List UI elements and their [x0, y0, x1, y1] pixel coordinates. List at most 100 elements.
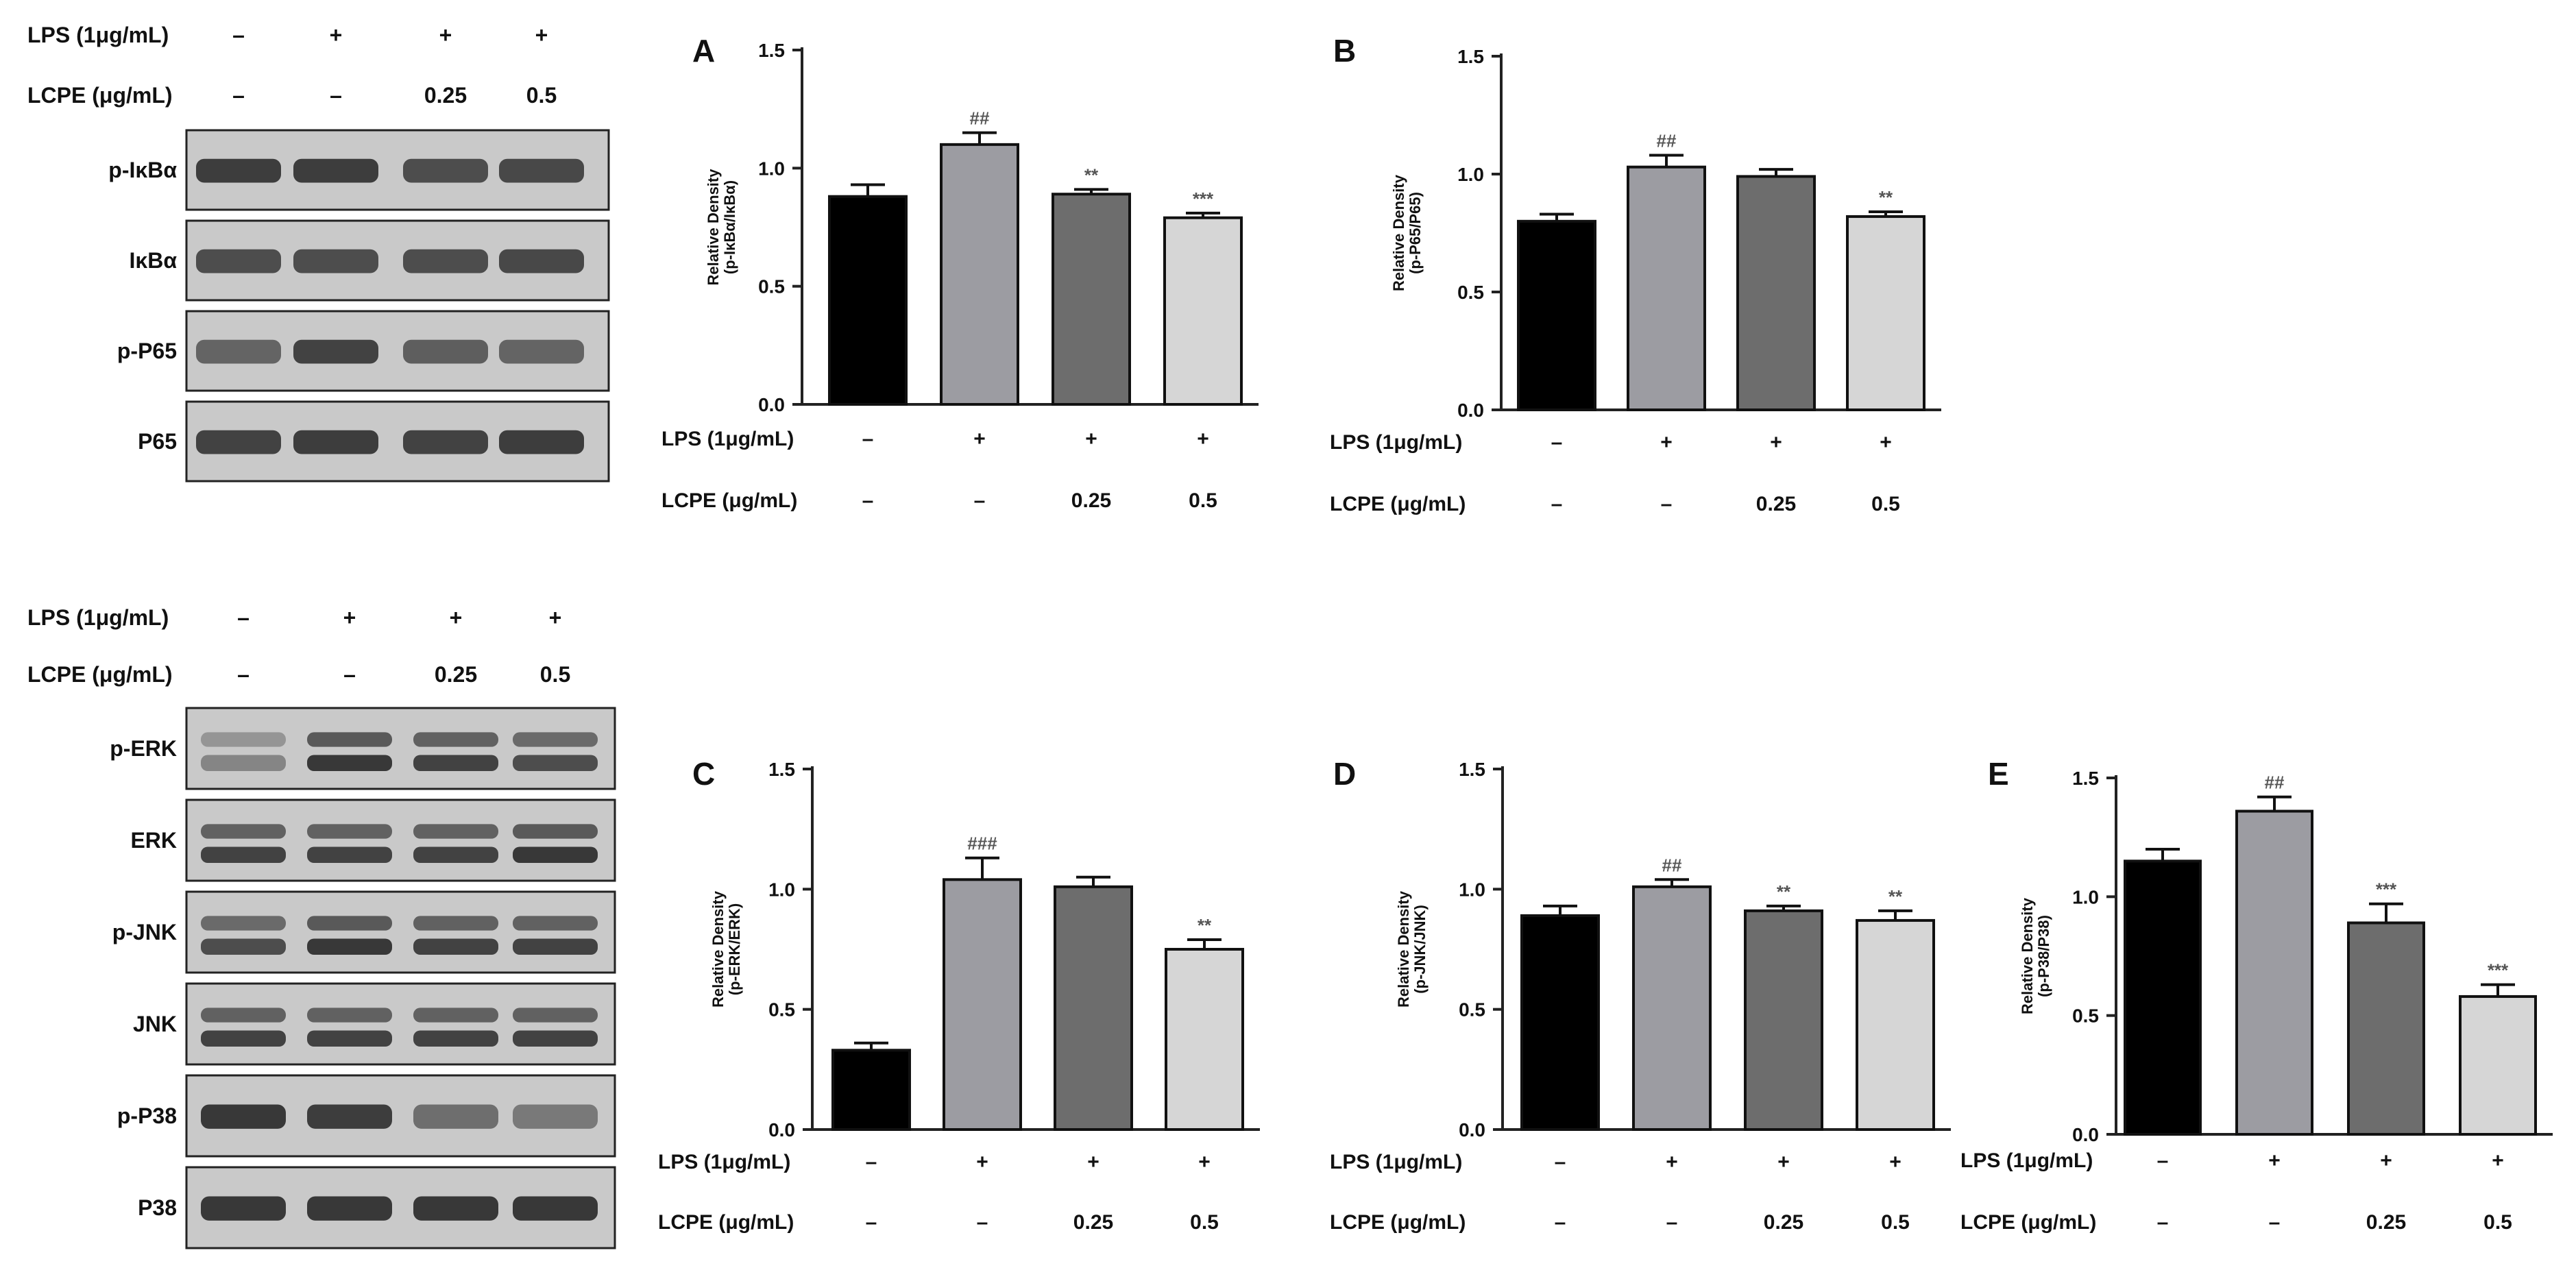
blot-top-band-row: p-P65	[117, 310, 610, 392]
blot-bottom-band-row: JNK	[133, 982, 616, 1066]
y-tick-label: 0.5	[758, 276, 785, 297]
bar	[831, 1049, 911, 1132]
bar	[1052, 193, 1131, 406]
band-label: p-ERK	[110, 736, 177, 761]
band-label: p-JNK	[112, 920, 177, 944]
blot-band	[201, 1104, 286, 1129]
y-tick-label: 1.5	[2072, 768, 2099, 789]
panel-letter: E	[1988, 756, 2009, 792]
lcpe-value: 0.5	[1189, 489, 1217, 512]
significance-label: **	[1777, 881, 1791, 902]
y-tick-label: 1.5	[768, 759, 795, 780]
blot-band	[201, 1196, 286, 1221]
bar	[1054, 885, 1133, 1131]
blot-band	[293, 339, 378, 364]
lcpe-label: LCPE (μg/mL)	[661, 489, 797, 512]
significance-label: ##	[970, 108, 990, 129]
lcpe-value: –	[2269, 1211, 2281, 1234]
y-tick-label: 1.0	[768, 879, 795, 900]
y-axis-label-ratio: (p-IκBα/IκBα)	[721, 180, 738, 274]
blot-band	[513, 824, 598, 839]
bar	[1163, 216, 1243, 406]
blot-band	[196, 249, 281, 273]
lps-value: –	[1551, 431, 1563, 454]
lcpe-value: 0.5	[1871, 493, 1900, 515]
panel-letter: D	[1333, 756, 1356, 792]
blot-band	[307, 732, 392, 747]
blot-band	[513, 732, 598, 747]
blot-band	[201, 1008, 286, 1023]
lcpe-value: –	[977, 1211, 988, 1234]
blot-band	[307, 1104, 392, 1129]
band-label: IκBα	[129, 248, 177, 273]
bar	[2459, 995, 2537, 1136]
y-tick-label: 0.0	[1457, 400, 1484, 421]
blot-band	[307, 1030, 392, 1047]
lcpe-value: 0.5	[1881, 1211, 1910, 1234]
blot-band	[196, 158, 281, 183]
bar	[1627, 165, 1706, 411]
significance-label: ##	[2265, 772, 2285, 793]
significance-label: ##	[1662, 855, 1682, 875]
lcpe-label: LCPE (μg/mL)	[1960, 1211, 2096, 1234]
blot-band	[307, 938, 392, 955]
lcpe-value: –	[1666, 1211, 1678, 1234]
blot-box	[185, 982, 616, 1066]
lcpe-value: –	[866, 1211, 877, 1234]
lcpe-label: LCPE (μg/mL)	[1330, 493, 1466, 515]
significance-label: ###	[967, 833, 997, 854]
y-axis-label-ratio: (p-JNK/JNK)	[1411, 905, 1429, 994]
lcpe-value: –	[862, 489, 874, 512]
y-tick-label: 0.0	[2072, 1124, 2099, 1145]
blot-band	[307, 846, 392, 864]
y-tick-label: 1.0	[1457, 164, 1484, 185]
y-tick-label: 0.5	[768, 999, 795, 1021]
bar	[1517, 219, 1596, 411]
y-tick-label: 0.0	[768, 1119, 795, 1140]
blot-bottom-band-row: p-ERK	[110, 707, 616, 790]
blot-band	[413, 824, 498, 839]
band-label: P65	[138, 429, 177, 454]
lcpe-value: –	[1555, 1211, 1566, 1234]
blot-band	[403, 430, 488, 454]
blot-band	[413, 1104, 498, 1129]
band-label: P38	[138, 1195, 177, 1220]
blot-band	[403, 249, 488, 273]
lcpe-value: 0.5	[2483, 1211, 2512, 1234]
blot-band	[499, 158, 584, 183]
blot-bottom-band-row: p-JNK	[112, 890, 616, 974]
blot-band	[413, 846, 498, 864]
lps-label: LPS (1μg/mL)	[1330, 431, 1462, 454]
lcpe-value: –	[974, 489, 986, 512]
blot-band	[403, 158, 488, 183]
significance-label: **	[1198, 915, 1212, 936]
significance-label: **	[1879, 187, 1893, 208]
lcpe-value: 0.25	[1764, 1211, 1803, 1234]
lcpe-value: 0.25	[1756, 493, 1796, 515]
lcpe-value: –	[1551, 493, 1563, 515]
lps-value: –	[2157, 1149, 2169, 1172]
band-label: p-IκBα	[108, 158, 177, 182]
blot-band	[307, 824, 392, 839]
y-tick-label: 1.0	[2072, 886, 2099, 907]
lps-value: –	[1555, 1151, 1566, 1173]
chart-panel-b: B 0.0 0.5 1.0 1.5 Relative Density (p-P65/P65)…	[1330, 33, 1941, 515]
blot-top-lps-value: +	[535, 23, 548, 47]
lps-value: –	[862, 428, 874, 450]
blot-box	[185, 890, 616, 974]
y-tick-label: 0.5	[1459, 999, 1485, 1021]
blot-bottom-lcpe-value: 0.25	[435, 662, 477, 687]
blot-top-lcpe-value: –	[232, 83, 245, 108]
blot-box	[185, 798, 616, 882]
blot-band	[307, 916, 392, 931]
blot-band	[293, 430, 378, 454]
blot-band	[201, 732, 286, 747]
bar	[828, 195, 908, 406]
lcpe-value: 0.25	[2366, 1211, 2406, 1234]
blot-band	[513, 846, 598, 864]
lcpe-value: –	[2157, 1211, 2169, 1234]
blot-band	[413, 916, 498, 931]
significance-label: ***	[1193, 188, 1214, 209]
blot-box	[185, 707, 616, 790]
